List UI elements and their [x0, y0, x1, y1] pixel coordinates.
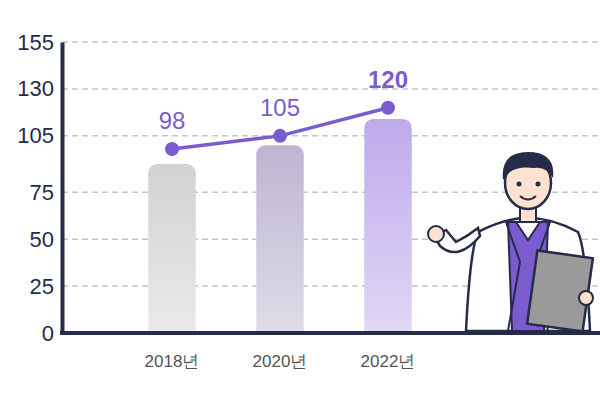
y-tick: 25: [30, 274, 62, 299]
grid-line: [62, 88, 600, 90]
y-axis-line: [61, 43, 65, 334]
y-tick: 155: [17, 30, 62, 55]
hand: [579, 291, 593, 305]
doctor-illustration: [428, 152, 593, 332]
mouth: [520, 196, 536, 200]
data-labels: 98 105 120: [159, 66, 408, 134]
y-tick-label: 0: [42, 321, 54, 346]
y-tick: 130: [17, 76, 62, 101]
grid-line: [62, 41, 600, 43]
chart: 98 105 120 0 25 50 75 105 130 155 2018년 2020년 2022년: [0, 0, 600, 400]
y-tick: 0: [42, 321, 62, 346]
line-marker: [381, 101, 395, 115]
data-label: 120: [368, 66, 408, 93]
plot-area: [148, 101, 412, 333]
y-tick-label: 25: [30, 274, 54, 299]
y-tick-label: 130: [17, 76, 54, 101]
x-tick: 2018년: [145, 333, 200, 371]
hair: [503, 152, 554, 180]
line-marker: [273, 129, 287, 143]
grid: [62, 42, 600, 333]
y-axis: 0 25 50 75 105 130 155: [17, 30, 62, 346]
y-tick: 50: [30, 227, 62, 252]
x-tick-label: 2022년: [361, 352, 416, 371]
x-axis: 2018년 2020년 2022년: [145, 333, 416, 371]
y-tick-label: 75: [30, 180, 54, 205]
y-tick-label: 50: [30, 227, 54, 252]
grid-line: [62, 135, 600, 137]
lapel: [506, 222, 520, 331]
eye: [536, 182, 541, 187]
y-tick: 105: [17, 123, 62, 148]
clipboard: [527, 250, 593, 331]
x-tick-label: 2018년: [145, 352, 200, 371]
collar: [516, 222, 540, 240]
bar: [256, 145, 304, 333]
y-tick: 75: [30, 180, 62, 205]
x-tick-label: 2020년: [253, 352, 308, 371]
y-tick-label: 155: [17, 30, 54, 55]
x-tick: 2022년: [361, 333, 416, 371]
data-label: 105: [260, 94, 300, 121]
eye: [517, 182, 522, 187]
hand: [428, 226, 444, 242]
x-tick: 2020년: [253, 333, 308, 371]
y-tick-label: 105: [17, 123, 54, 148]
data-label: 98: [159, 107, 186, 134]
line-marker: [165, 142, 179, 156]
bar: [148, 164, 196, 333]
bar: [364, 119, 412, 333]
